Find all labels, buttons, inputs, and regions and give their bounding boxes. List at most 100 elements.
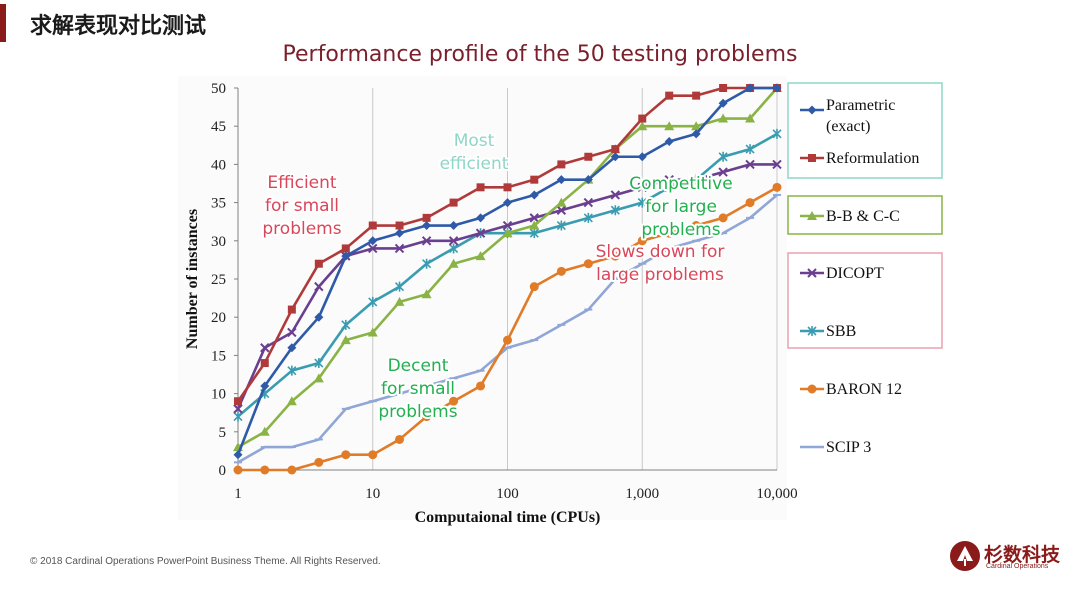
series-point-1 <box>557 160 566 169</box>
y-tick-label: 40 <box>211 157 226 173</box>
x-tick-label: 100 <box>496 486 519 502</box>
series-point-5 <box>718 213 728 223</box>
series-point-0 <box>287 343 297 353</box>
series-point-2 <box>259 426 270 436</box>
x-axis-label: Computaional time (CPUs) <box>415 509 601 526</box>
y-axis-label: Number of instances <box>184 209 201 349</box>
annotation-4: Decent for small problems <box>378 356 457 422</box>
x-tick-label: 10 <box>365 486 380 502</box>
series-point-5 <box>476 381 486 391</box>
annotation-0: Efficient for small problems <box>262 173 341 239</box>
series-point-0 <box>745 83 755 93</box>
series-point-3 <box>610 190 621 200</box>
series-point-4 <box>368 296 378 307</box>
series-point-0 <box>503 198 512 208</box>
series-point-3 <box>502 220 513 231</box>
series-point-1 <box>314 259 323 268</box>
y-tick-label: 20 <box>211 310 226 326</box>
series-point-2 <box>664 121 675 131</box>
company-logo-name: 杉数科技 <box>984 544 1061 566</box>
legend-label-6: SCIP 3 <box>826 439 871 456</box>
series-point-2 <box>502 228 513 238</box>
legend-label-5: BARON 12 <box>826 381 902 398</box>
series-point-1 <box>395 221 404 230</box>
series-point-1 <box>449 198 458 207</box>
series-point-3 <box>314 281 324 292</box>
series-point-4 <box>314 358 324 369</box>
series-point-3 <box>772 159 782 170</box>
series-point-5 <box>772 182 782 192</box>
series-point-4 <box>394 281 405 292</box>
series-point-3 <box>394 243 405 254</box>
series-point-1 <box>341 244 350 253</box>
y-tick-label: 50 <box>211 81 226 97</box>
series-point-0 <box>395 228 405 238</box>
series-point-3 <box>233 404 243 414</box>
series-point-0 <box>449 221 459 231</box>
series-point-4 <box>529 228 539 239</box>
annotation-2: Competitive for large problems <box>629 174 732 240</box>
series-point-2 <box>718 113 729 123</box>
series-point-1 <box>287 305 296 314</box>
series-point-0 <box>718 98 728 108</box>
series-point-1 <box>611 145 620 154</box>
series-point-1 <box>260 359 269 368</box>
legend-marker-3 <box>807 268 817 278</box>
series-point-5 <box>691 221 701 231</box>
y-tick-label: 15 <box>211 348 226 364</box>
series-point-1 <box>422 213 431 222</box>
x-tick-label: 1,000 <box>625 486 659 502</box>
series-point-3 <box>287 327 297 338</box>
legend-marker-4 <box>807 326 817 336</box>
annotation-3: Slows down for large problems <box>596 242 725 285</box>
series-point-1 <box>503 183 512 192</box>
series-point-2 <box>691 121 702 131</box>
series-point-0 <box>314 312 324 322</box>
series-point-2 <box>421 289 432 299</box>
y-tick-label: 25 <box>211 272 226 288</box>
series-point-2 <box>556 197 567 207</box>
legend-group-box-2 <box>787 252 943 349</box>
series-point-5 <box>449 396 459 406</box>
chart-title: Performance profile of the 50 testing pr… <box>282 42 798 67</box>
series-point-5 <box>287 465 297 475</box>
series-point-5 <box>503 335 512 345</box>
series-point-2 <box>313 373 324 383</box>
series-point-3 <box>718 167 728 177</box>
series-point-5 <box>341 450 351 460</box>
series-point-1 <box>719 84 728 92</box>
y-tick-label: 35 <box>211 196 226 212</box>
series-point-2 <box>394 296 405 306</box>
legend-marker-1 <box>808 154 816 162</box>
series-point-4 <box>772 128 782 139</box>
series-point-4 <box>341 319 351 330</box>
x-tick-label: 10,000 <box>756 486 797 502</box>
legend-marker-0 <box>807 105 817 115</box>
slide-title: 求解表现对比测试 <box>30 14 207 39</box>
series-point-0 <box>664 136 674 146</box>
series-point-3 <box>421 236 432 246</box>
series-point-5 <box>314 457 324 467</box>
series-point-3 <box>475 228 486 238</box>
series-point-5 <box>422 412 432 422</box>
series-point-1 <box>692 91 701 100</box>
series-point-2 <box>475 251 486 261</box>
series-point-5 <box>233 465 243 475</box>
series-point-3 <box>529 213 539 223</box>
series-point-3 <box>448 236 459 246</box>
series-point-2 <box>745 113 756 123</box>
footer-copyright: © 2018 Cardinal Operations PowerPoint Bu… <box>30 556 381 567</box>
series-point-5 <box>368 450 378 460</box>
series-point-2 <box>637 121 648 131</box>
series-point-5 <box>664 228 674 238</box>
series-point-0 <box>772 83 782 93</box>
series-point-0 <box>233 450 243 460</box>
legend-label-2: B-B & C-C <box>826 208 900 225</box>
y-tick-label: 0 <box>219 463 227 479</box>
y-tick-label: 5 <box>219 425 227 441</box>
series-point-2 <box>367 327 378 337</box>
series-point-1 <box>584 152 593 161</box>
series-point-0 <box>368 236 378 246</box>
series-point-3 <box>260 343 270 353</box>
